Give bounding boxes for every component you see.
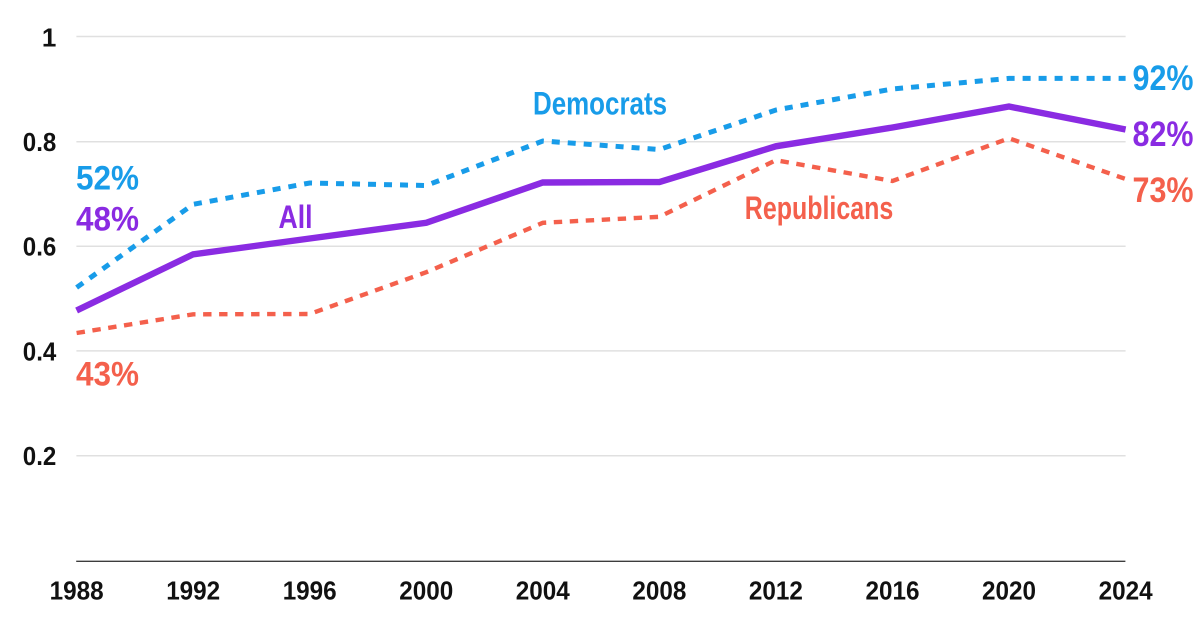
svg-text:43%: 43% — [76, 356, 139, 394]
svg-text:1988: 1988 — [50, 576, 104, 606]
svg-text:1992: 1992 — [166, 576, 220, 606]
svg-text:2016: 2016 — [866, 576, 920, 606]
svg-text:0.6: 0.6 — [23, 232, 57, 262]
svg-text:Republicans: Republicans — [745, 190, 894, 226]
svg-text:0.2: 0.2 — [23, 441, 57, 471]
svg-text:48%: 48% — [76, 200, 139, 238]
svg-text:2004: 2004 — [516, 576, 571, 606]
svg-text:2024: 2024 — [1099, 576, 1154, 606]
svg-text:1996: 1996 — [283, 576, 337, 606]
svg-text:2020: 2020 — [982, 576, 1036, 606]
svg-text:0.4: 0.4 — [23, 336, 57, 366]
svg-text:92%: 92% — [1133, 59, 1194, 98]
svg-text:82%: 82% — [1133, 115, 1194, 154]
svg-text:1: 1 — [42, 22, 56, 52]
svg-text:Democrats: Democrats — [533, 86, 667, 122]
svg-text:0.8: 0.8 — [23, 127, 57, 157]
svg-text:2012: 2012 — [749, 576, 803, 606]
svg-text:52%: 52% — [76, 159, 139, 197]
svg-text:2008: 2008 — [632, 576, 686, 606]
svg-text:73%: 73% — [1133, 171, 1194, 210]
svg-text:All: All — [279, 199, 313, 235]
svg-text:2000: 2000 — [399, 576, 453, 606]
